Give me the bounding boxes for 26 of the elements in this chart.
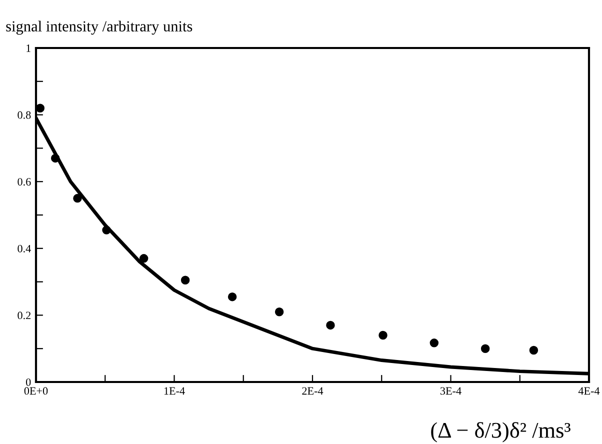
y-tick-label: 0.2: [18, 312, 31, 320]
point: [36, 104, 45, 112]
y-tick-label: 0: [26, 378, 31, 386]
x-tick-label: 1E-4: [164, 387, 185, 395]
point: [480, 344, 490, 353]
x-tick-label: 2E-4: [302, 387, 324, 395]
point: [50, 154, 60, 163]
x-tick-label: 0E+0: [24, 387, 48, 395]
point: [228, 292, 237, 302]
x-tick-label: 4E-4: [578, 387, 600, 395]
point: [102, 226, 111, 234]
point: [378, 330, 388, 340]
point: [529, 346, 538, 355]
point: [180, 276, 190, 284]
point: [139, 254, 148, 263]
y-axis-title: signal intensity /arbitrary units: [6, 20, 192, 35]
y-tick-label: 1: [26, 44, 30, 52]
x-tick-label: 3E-4: [440, 387, 462, 395]
y-tick-label: 0.8: [18, 111, 31, 119]
point: [274, 307, 284, 316]
point: [430, 338, 439, 348]
y-tick-label: 0.4: [18, 244, 31, 252]
x-axis-title: (Δ − δ/3)δ² /ms³: [431, 422, 570, 442]
point: [326, 320, 335, 330]
point: [73, 194, 82, 203]
y-tick-label: 0.6: [18, 178, 31, 186]
